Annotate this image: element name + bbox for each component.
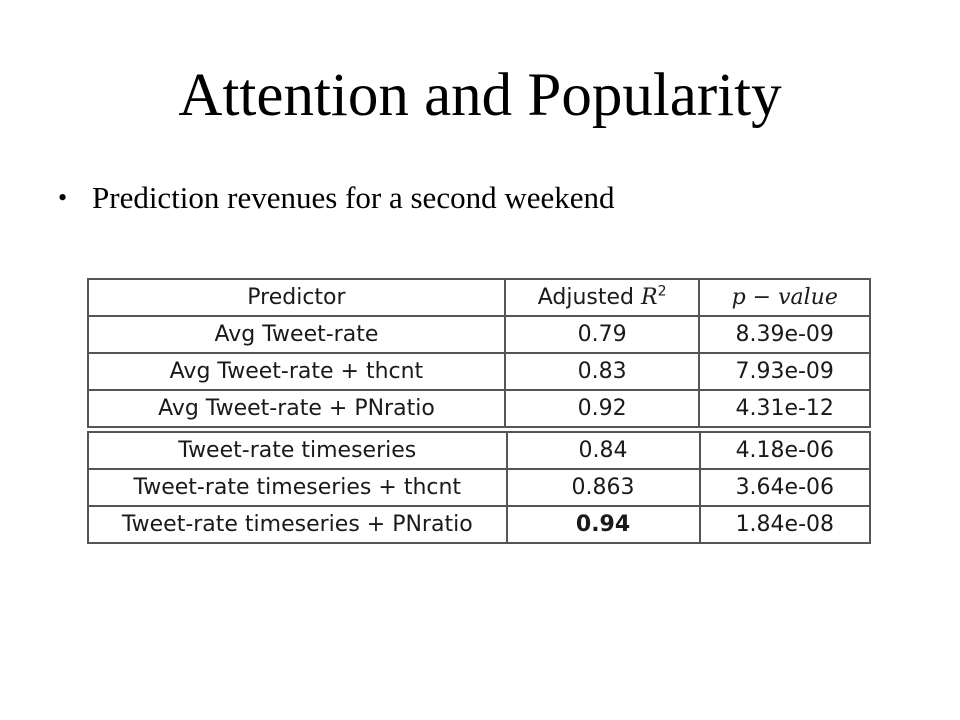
results-table-top: Predictor Adjusted R2 p − value Avg Twee… bbox=[87, 278, 871, 428]
row-predictor: Avg Tweet-rate + thcnt bbox=[87, 352, 506, 391]
row-predictor: Tweet-rate timeseries bbox=[87, 431, 508, 470]
table-row: Avg Tweet-rate + thcnt 0.83 7.93e-09 bbox=[87, 352, 871, 391]
table-row: Tweet-rate timeseries 0.84 4.18e-06 bbox=[87, 431, 872, 470]
row-p-value: 4.31e-12 bbox=[698, 389, 871, 428]
header-r-symbol: R bbox=[641, 285, 658, 310]
row-adjusted-r2: 0.84 bbox=[505, 431, 701, 470]
row-predictor: Avg Tweet-rate bbox=[87, 315, 506, 354]
row-p-value: 1.84e-08 bbox=[698, 505, 872, 544]
table-header-row: Predictor Adjusted R2 p − value bbox=[87, 278, 871, 317]
header-adjusted-r2: Adjusted R2 bbox=[503, 278, 701, 317]
row-p-value: 8.39e-09 bbox=[698, 315, 871, 354]
slide-title: Attention and Popularity bbox=[178, 62, 782, 129]
row-p-value: 3.64e-06 bbox=[698, 468, 872, 507]
row-adjusted-r2: 0.92 bbox=[503, 389, 701, 428]
header-adjusted-text: Adjusted bbox=[537, 285, 635, 310]
row-adjusted-r2: 0.79 bbox=[503, 315, 701, 354]
bullet-item: • Prediction revenues for a second weeken… bbox=[58, 178, 615, 218]
results-table: Predictor Adjusted R2 p − value Avg Twee… bbox=[87, 278, 872, 546]
table-row: Tweet-rate timeseries + PNratio 0.94 1.8… bbox=[87, 505, 872, 544]
row-adjusted-r2-best: 0.94 bbox=[505, 505, 701, 544]
header-r-exponent: 2 bbox=[657, 283, 667, 300]
row-predictor: Tweet-rate timeseries + PNratio bbox=[87, 505, 508, 544]
table-row: Tweet-rate timeseries + thcnt 0.863 3.64… bbox=[87, 468, 872, 507]
results-table-bottom: Tweet-rate timeseries 0.84 4.18e-06 Twee… bbox=[87, 431, 872, 544]
row-adjusted-r2: 0.863 bbox=[505, 468, 701, 507]
table-row: Avg Tweet-rate + PNratio 0.92 4.31e-12 bbox=[87, 389, 871, 428]
row-p-value: 7.93e-09 bbox=[698, 352, 871, 391]
row-predictor: Tweet-rate timeseries + thcnt bbox=[87, 468, 508, 507]
row-predictor: Avg Tweet-rate + PNratio bbox=[87, 389, 506, 428]
table-row: Avg Tweet-rate 0.79 8.39e-09 bbox=[87, 315, 871, 354]
bullet-dot-icon: • bbox=[58, 183, 68, 212]
header-predictor: Predictor bbox=[87, 278, 506, 317]
bullet-text: Prediction revenues for a second weekend bbox=[92, 180, 615, 215]
header-p-value: p − value bbox=[698, 278, 871, 317]
row-p-value: 4.18e-06 bbox=[698, 431, 872, 470]
row-adjusted-r2: 0.83 bbox=[503, 352, 701, 391]
